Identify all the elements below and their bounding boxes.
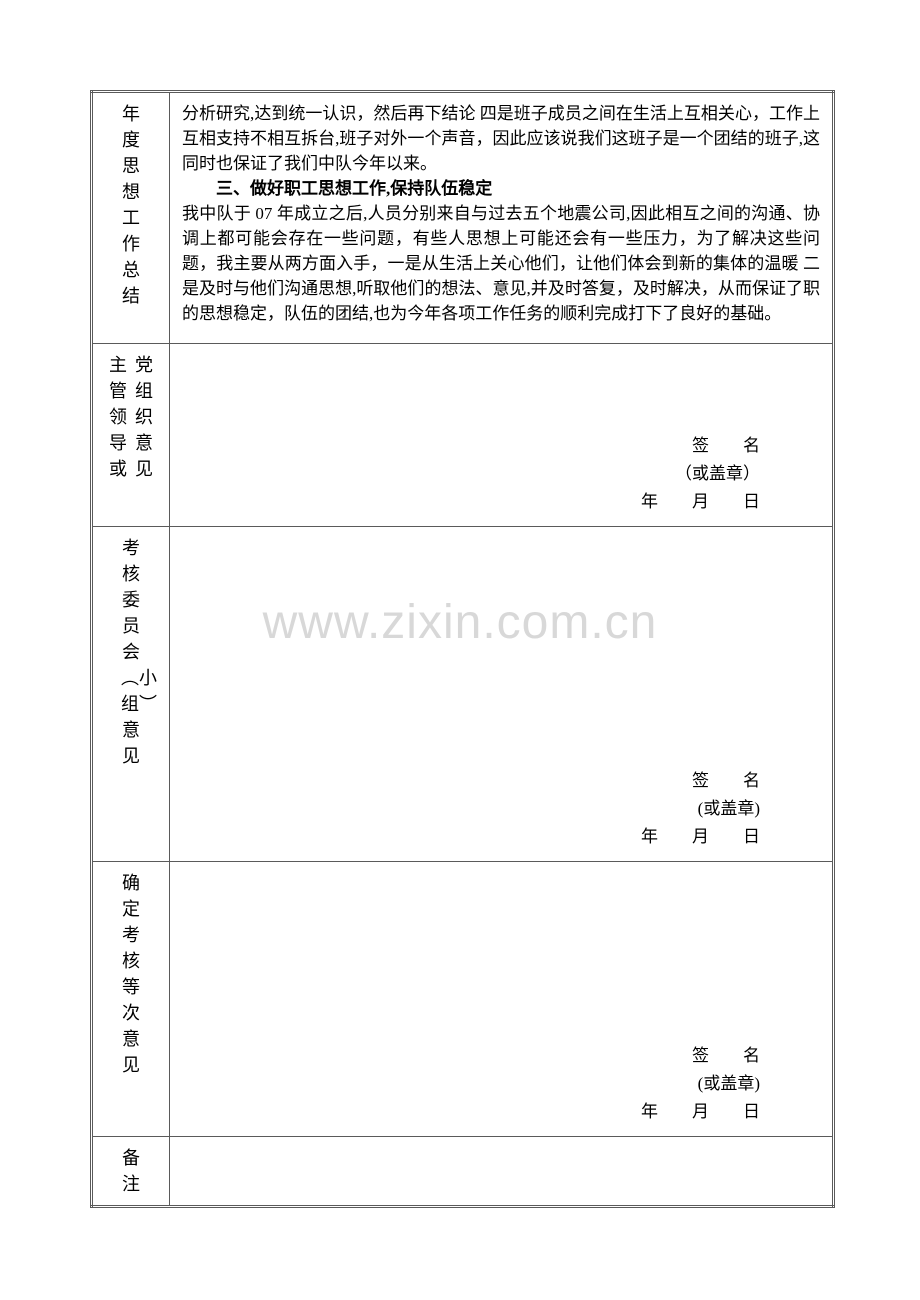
label-remarks: 备注	[92, 1137, 170, 1207]
committee-sig-date: 年 月 日	[182, 823, 760, 851]
label-leader-opinion: 主管领导或 党组织意见	[92, 344, 170, 527]
content-grade-opinion: 签 名 (或盖章) 年 月 日	[170, 862, 834, 1137]
summary-heading: 三、做好职工思想工作,保持队伍稳定	[182, 176, 820, 201]
grade-sig-seal: (或盖章)	[182, 1070, 760, 1098]
row-grade-opinion: 确定考核等次意见 签 名 (或盖章) 年 月 日	[92, 862, 834, 1137]
label-annual-summary: 年度思想工作总结	[92, 92, 170, 344]
label-committee-opinion: 考核委员会︵小组︶意见	[92, 527, 170, 862]
row-committee-opinion: 考核委员会︵小组︶意见 签 名 (或盖章) 年 月 日	[92, 527, 834, 862]
leader-sig-date: 年 月 日	[182, 488, 760, 516]
committee-sig-name: 签 名	[182, 767, 760, 795]
grade-sig-name: 签 名	[182, 1042, 760, 1070]
content-committee-opinion: 签 名 (或盖章) 年 月 日	[170, 527, 834, 862]
label-grade-opinion: 确定考核等次意见	[92, 862, 170, 1137]
summary-paragraph-1: 分析研究,达到统一认识，然后再下结论 四是班子成员之间在生活上互相关心，工作上互…	[182, 101, 820, 176]
content-leader-opinion: 签 名 （或盖章） 年 月 日	[170, 344, 834, 527]
committee-sig-seal: (或盖章)	[182, 795, 760, 823]
leader-sig-seal: （或盖章）	[182, 460, 760, 488]
grade-sig-date: 年 月 日	[182, 1098, 760, 1126]
row-remarks: 备注	[92, 1137, 834, 1207]
row-leader-opinion: 主管领导或 党组织意见 签 名 （或盖章） 年 月 日	[92, 344, 834, 527]
summary-paragraph-2: 我中队于 07 年成立之后,人员分别来自与过去五个地震公司,因此相互之间的沟通、…	[182, 201, 820, 326]
document-table: 年度思想工作总结 分析研究,达到统一认识，然后再下结论 四是班子成员之间在生活上…	[90, 90, 835, 1208]
leader-sig-name: 签 名	[182, 432, 760, 460]
content-remarks	[170, 1137, 834, 1207]
content-annual-summary: 分析研究,达到统一认识，然后再下结论 四是班子成员之间在生活上互相关心，工作上互…	[170, 92, 834, 344]
row-annual-summary: 年度思想工作总结 分析研究,达到统一认识，然后再下结论 四是班子成员之间在生活上…	[92, 92, 834, 344]
